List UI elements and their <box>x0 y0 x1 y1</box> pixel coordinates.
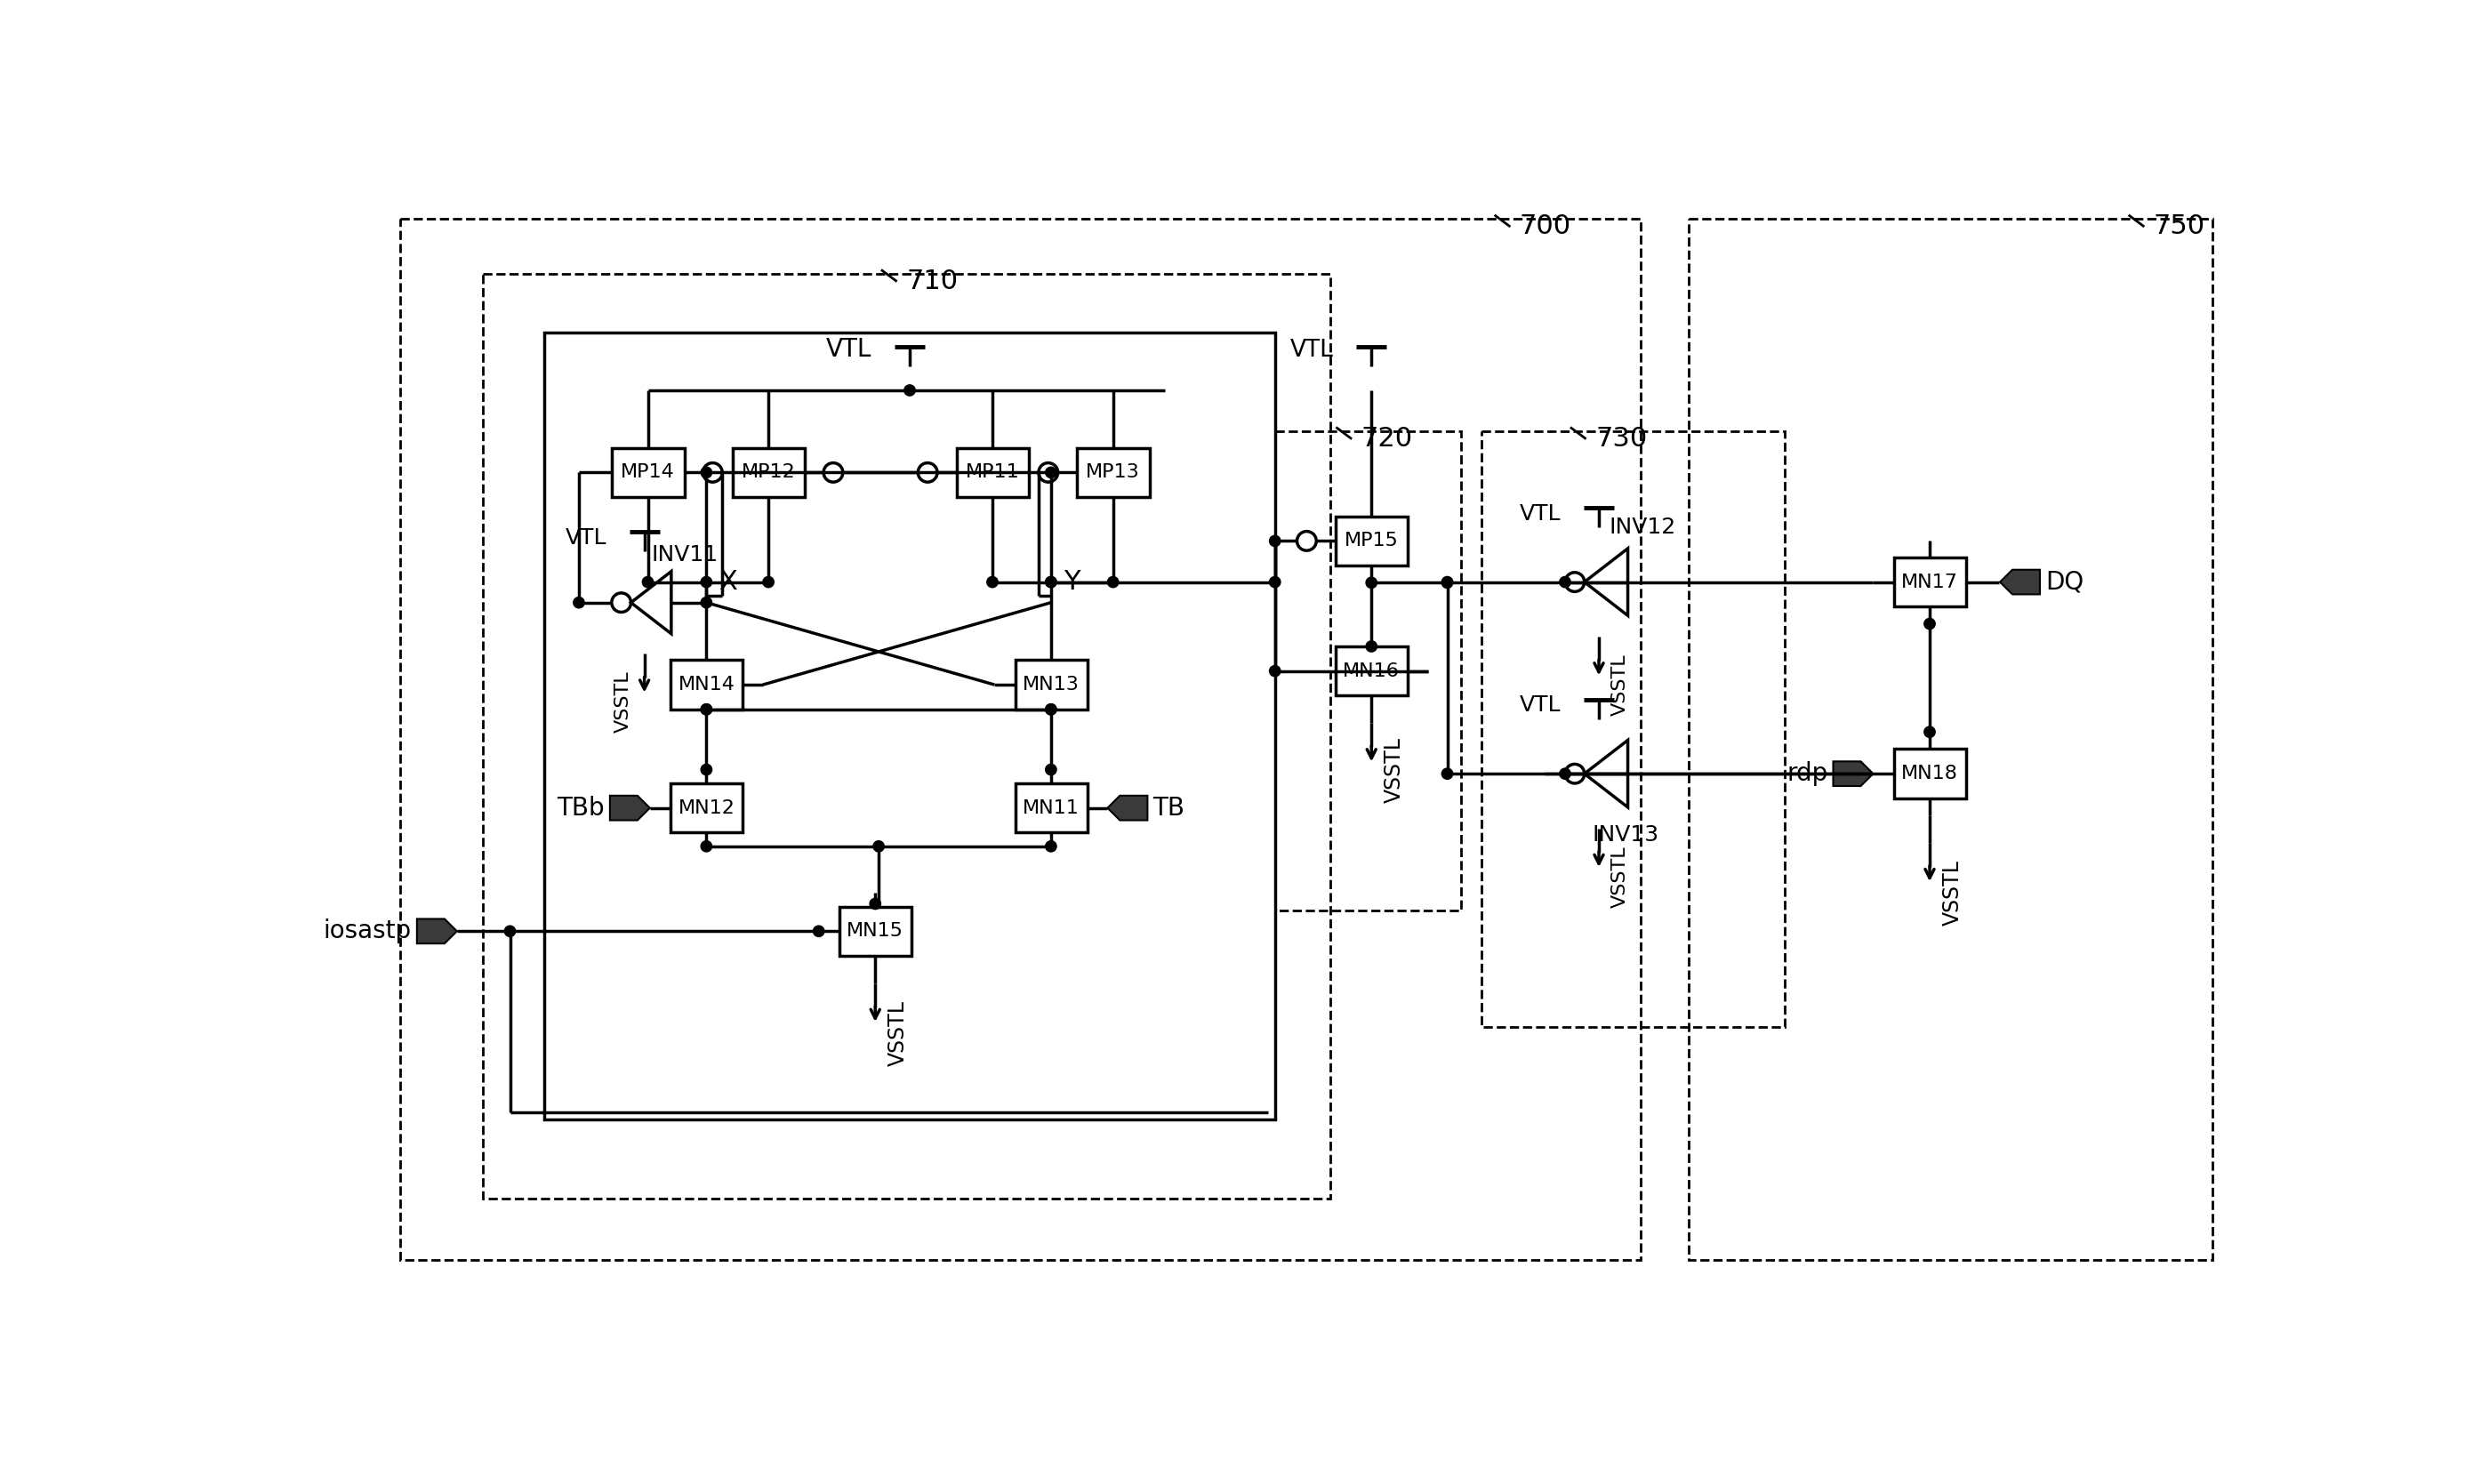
Bar <box>399 220 1640 1260</box>
Circle shape <box>873 841 883 852</box>
Text: iosastp: iosastp <box>323 919 412 944</box>
Circle shape <box>700 841 712 852</box>
Circle shape <box>1045 577 1057 588</box>
Circle shape <box>1045 841 1057 852</box>
Circle shape <box>987 577 997 588</box>
Text: rdp: rdp <box>1786 761 1828 787</box>
Bar <box>1015 660 1087 709</box>
Polygon shape <box>1833 761 1873 787</box>
Circle shape <box>700 703 712 715</box>
Bar <box>839 907 913 956</box>
Text: TB: TB <box>1154 795 1186 821</box>
Polygon shape <box>610 795 650 821</box>
Text: VTL: VTL <box>826 337 871 362</box>
Circle shape <box>871 898 881 910</box>
Circle shape <box>1561 577 1570 588</box>
Circle shape <box>1045 467 1057 478</box>
Text: 750: 750 <box>2154 214 2206 239</box>
Circle shape <box>814 926 824 936</box>
Text: MN11: MN11 <box>1022 798 1079 816</box>
Circle shape <box>700 577 712 588</box>
Text: Y: Y <box>1064 570 1079 595</box>
Polygon shape <box>1107 795 1146 821</box>
Text: MP11: MP11 <box>965 463 1020 481</box>
Text: VSSTL: VSSTL <box>888 1000 908 1066</box>
Bar <box>670 784 742 833</box>
Text: 700: 700 <box>1518 214 1570 239</box>
Text: VSSTL: VSSTL <box>1943 861 1962 926</box>
Bar <box>958 448 1030 497</box>
Bar <box>613 448 685 497</box>
Bar <box>1893 749 1965 798</box>
Circle shape <box>504 926 516 936</box>
Text: MP14: MP14 <box>620 463 675 481</box>
Circle shape <box>764 577 774 588</box>
Circle shape <box>1925 619 1935 629</box>
Circle shape <box>1925 727 1935 738</box>
Text: MN14: MN14 <box>677 675 734 693</box>
Text: VTL: VTL <box>1518 503 1561 524</box>
Text: VTL: VTL <box>1518 695 1561 715</box>
Bar <box>1077 448 1149 497</box>
Bar <box>1015 784 1087 833</box>
Polygon shape <box>2000 570 2039 595</box>
Circle shape <box>1441 769 1454 779</box>
Circle shape <box>1045 764 1057 775</box>
Bar <box>1335 647 1409 696</box>
Text: 710: 710 <box>906 269 958 294</box>
Circle shape <box>1367 577 1377 588</box>
Circle shape <box>1045 703 1057 715</box>
Bar <box>1893 558 1965 607</box>
Circle shape <box>1367 641 1377 651</box>
Text: VSSTL: VSSTL <box>1610 846 1630 908</box>
Bar <box>670 660 742 709</box>
Text: MN12: MN12 <box>677 798 734 816</box>
Circle shape <box>1270 665 1280 677</box>
Text: INV12: INV12 <box>1610 516 1677 537</box>
Circle shape <box>1107 577 1119 588</box>
Text: 720: 720 <box>1362 426 1412 451</box>
Text: VSSTL: VSSTL <box>1610 654 1630 715</box>
Text: INV11: INV11 <box>650 545 717 565</box>
Bar <box>1690 220 2213 1260</box>
Circle shape <box>700 597 712 608</box>
Text: MP13: MP13 <box>1087 463 1139 481</box>
Bar <box>543 332 1275 1119</box>
Circle shape <box>903 384 915 396</box>
Circle shape <box>700 467 712 478</box>
Text: MN17: MN17 <box>1900 573 1958 591</box>
Text: MP15: MP15 <box>1345 533 1399 551</box>
Bar <box>1275 432 1461 911</box>
Circle shape <box>1270 536 1280 546</box>
Text: VSSTL: VSSTL <box>1384 736 1404 803</box>
Text: VTL: VTL <box>1290 338 1335 362</box>
Text: 730: 730 <box>1595 426 1647 451</box>
Text: DQ: DQ <box>2044 570 2084 595</box>
Circle shape <box>700 764 712 775</box>
Circle shape <box>1045 703 1057 715</box>
Text: VSSTL: VSSTL <box>615 671 633 733</box>
Text: MN18: MN18 <box>1900 764 1958 782</box>
Bar <box>1335 516 1409 565</box>
Bar <box>481 275 1330 1198</box>
Bar <box>732 448 804 497</box>
Circle shape <box>1270 577 1280 588</box>
Text: VTL: VTL <box>566 527 605 548</box>
Circle shape <box>700 703 712 715</box>
Circle shape <box>1441 577 1454 588</box>
Text: MN16: MN16 <box>1342 662 1399 680</box>
Circle shape <box>1561 769 1570 779</box>
Text: MN13: MN13 <box>1022 675 1079 693</box>
Text: MN15: MN15 <box>846 922 903 939</box>
Circle shape <box>643 577 653 588</box>
Circle shape <box>573 597 586 608</box>
Text: MP12: MP12 <box>742 463 796 481</box>
Polygon shape <box>417 919 457 944</box>
Text: INV13: INV13 <box>1593 825 1660 846</box>
Circle shape <box>1441 577 1454 588</box>
Text: X: X <box>719 570 737 595</box>
Text: TBb: TBb <box>556 795 605 821</box>
Circle shape <box>1045 577 1057 588</box>
Bar <box>1481 432 1784 1027</box>
